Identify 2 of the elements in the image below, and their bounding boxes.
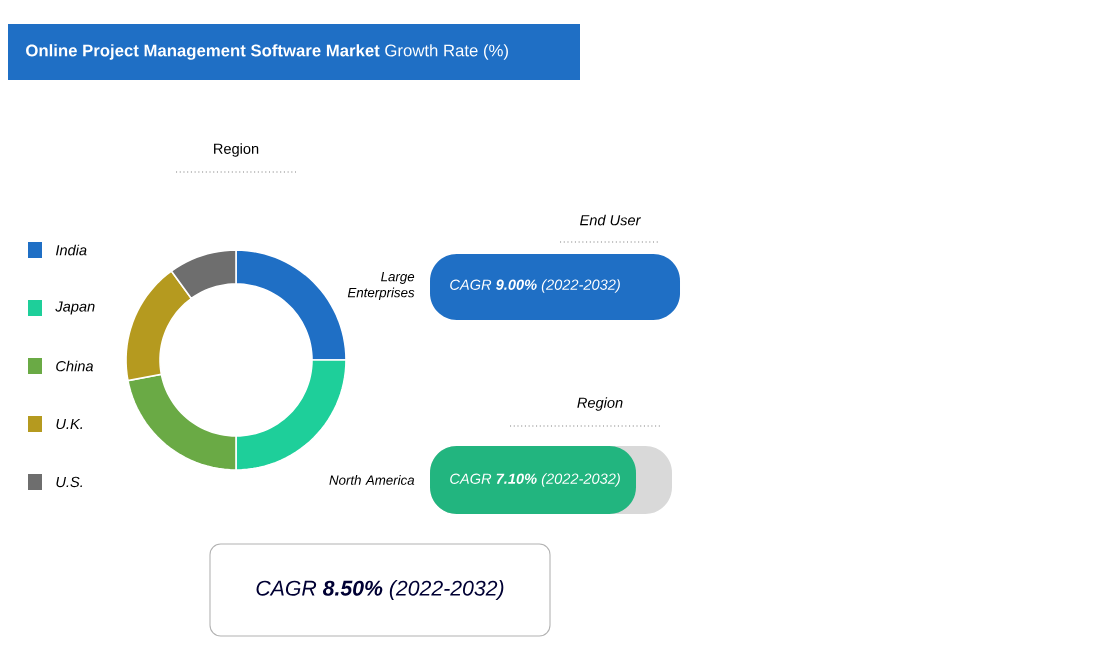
text: CAGR 8.50% (2022-2032) <box>256 580 504 600</box>
chart-title: Online Project Management Software Market Growth Rate (%) <box>26 44 508 60</box>
